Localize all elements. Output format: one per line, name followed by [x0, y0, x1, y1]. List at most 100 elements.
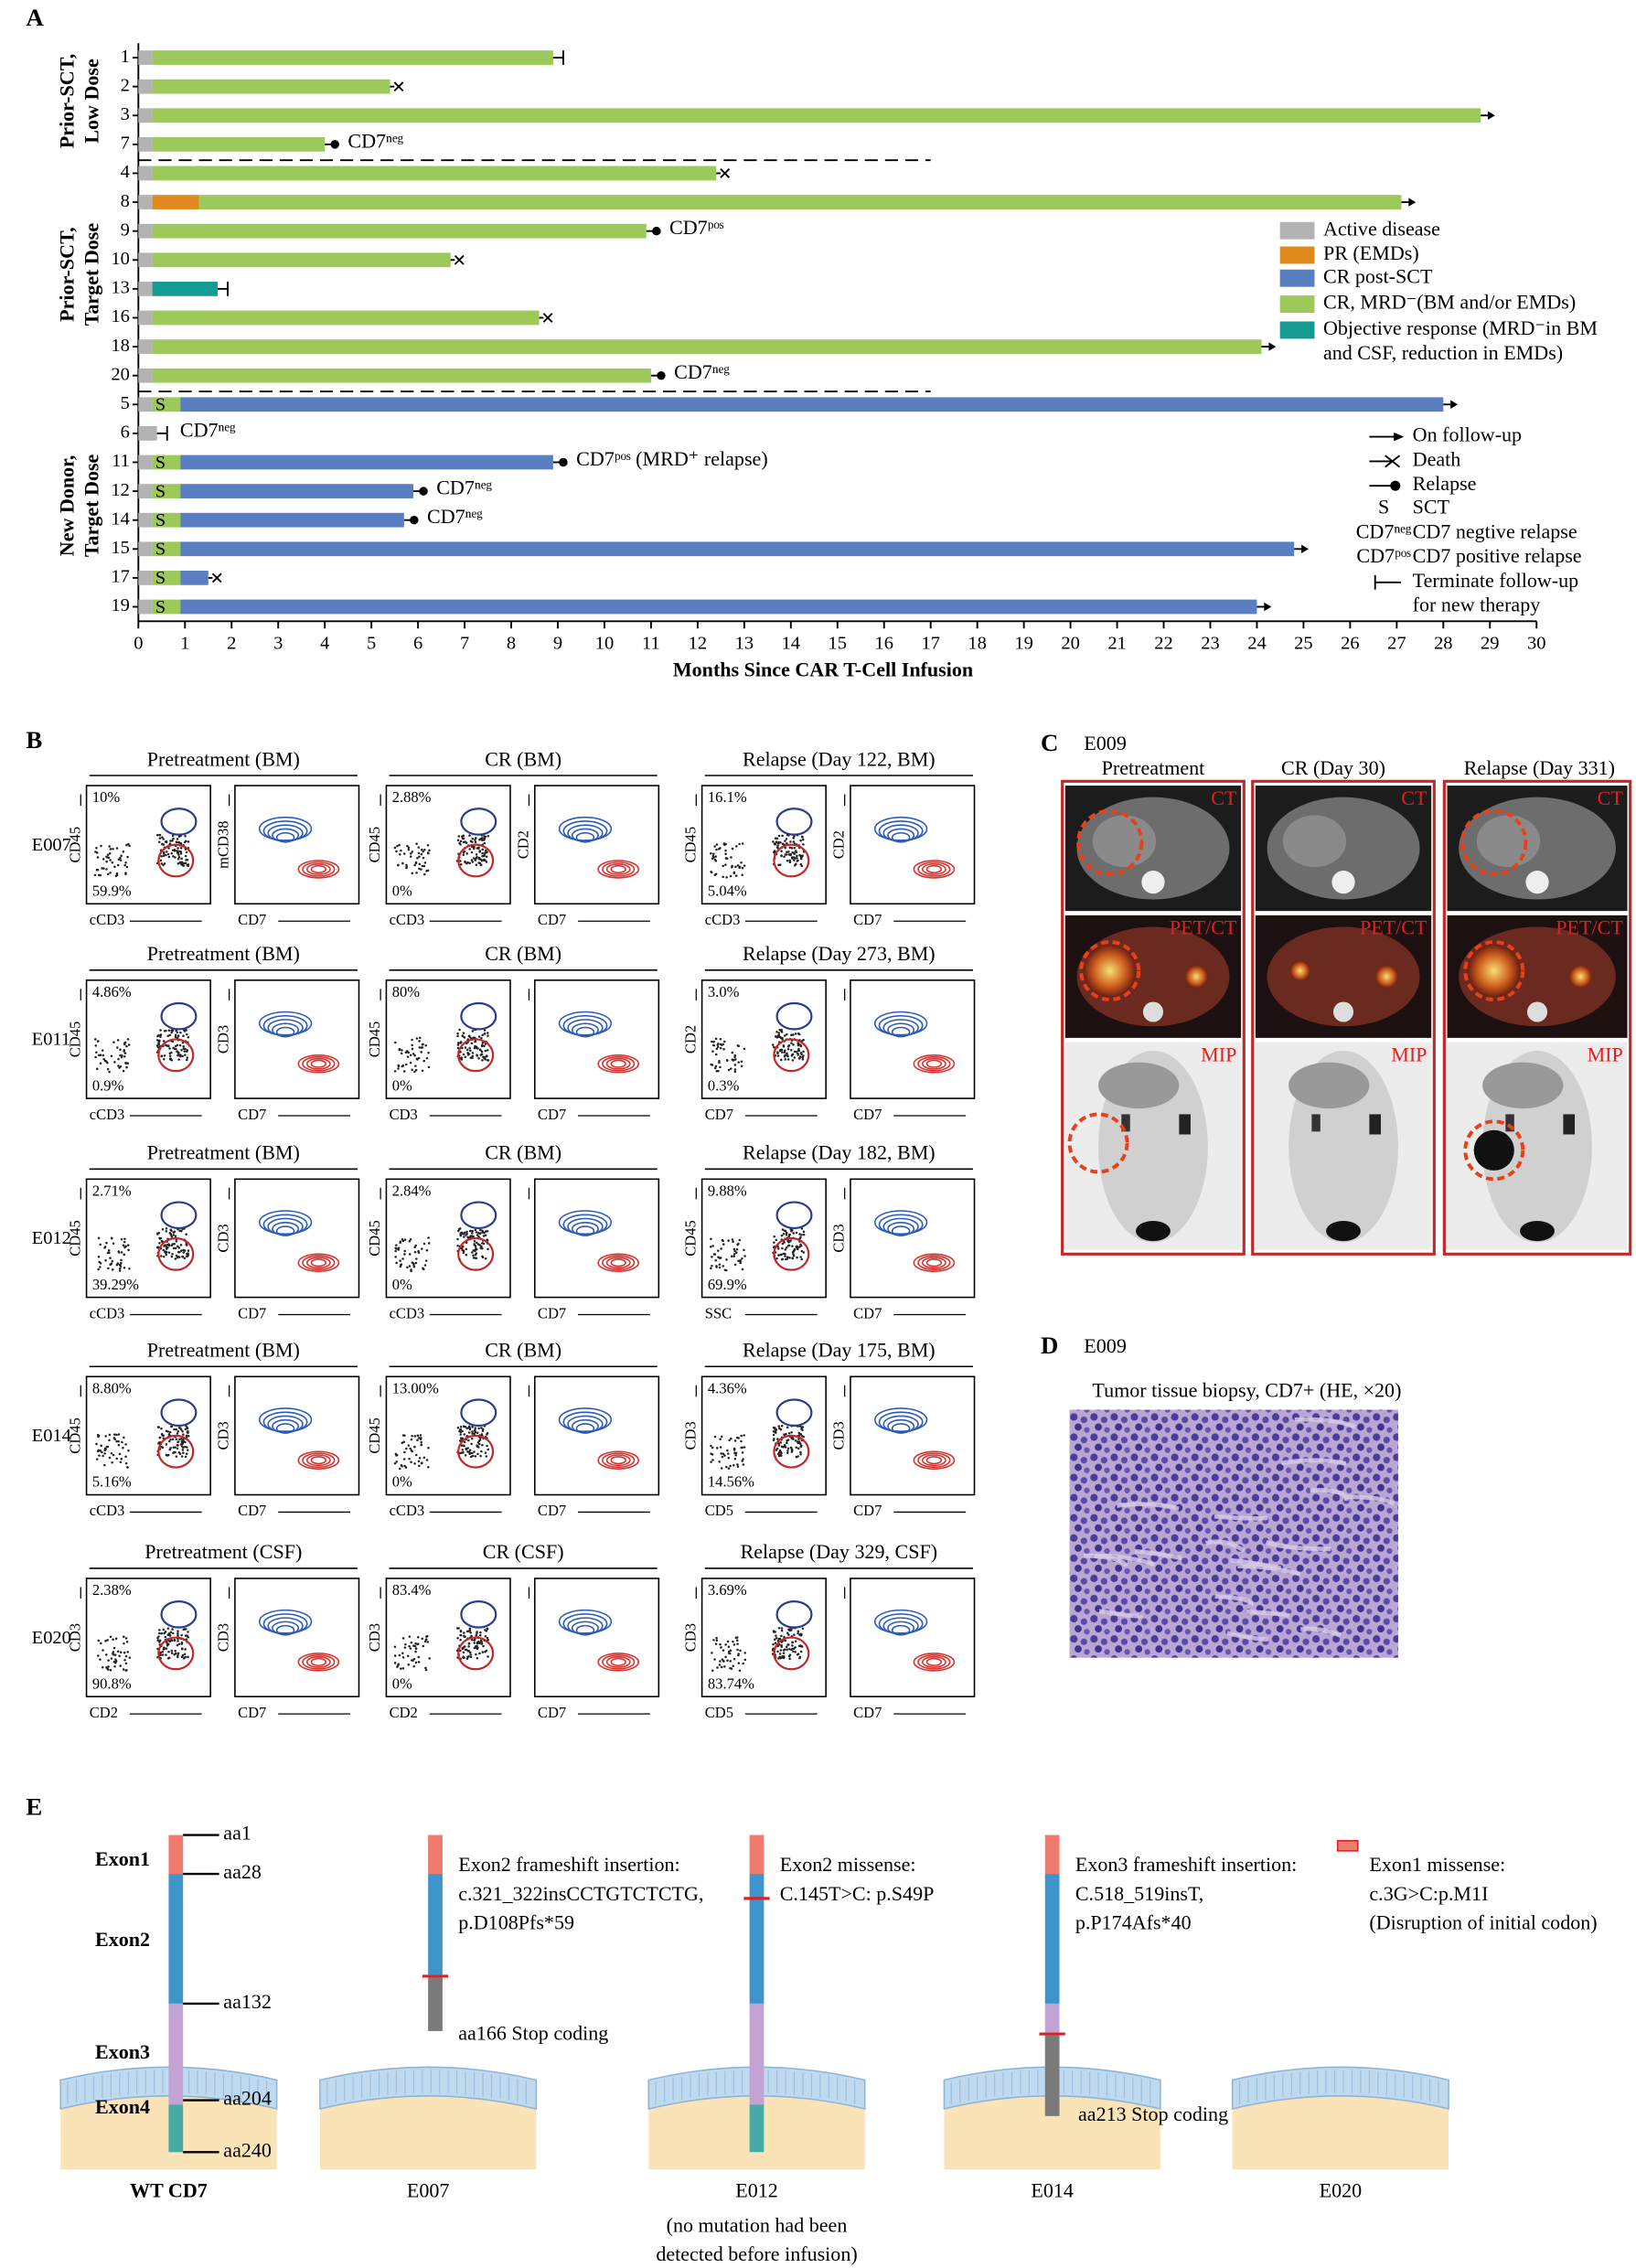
event-dot	[167, 1029, 171, 1032]
plot-frame	[85, 1178, 211, 1299]
event-dot	[399, 1240, 402, 1244]
event-dot	[415, 1057, 419, 1061]
event-dot	[776, 1452, 780, 1456]
event-dot	[110, 1451, 113, 1455]
event-dot	[428, 1657, 431, 1660]
protein-segment	[428, 1977, 443, 2031]
event-dot	[468, 1427, 472, 1430]
event-dot	[462, 1032, 465, 1034]
contour	[297, 1653, 340, 1672]
event-dot	[181, 1439, 185, 1443]
group-label: Prior-SCT,	[56, 54, 79, 148]
event-dot	[109, 1635, 112, 1639]
column-title: Relapse (Day 329, CSF)	[741, 1540, 938, 1563]
histology-stroma	[1344, 1494, 1395, 1506]
event-dot	[800, 1632, 803, 1636]
ct-organ	[1092, 815, 1157, 868]
event-dot	[456, 1034, 459, 1038]
event-dot	[165, 840, 168, 844]
histology-stroma	[1299, 1626, 1342, 1638]
event-dot	[104, 1258, 107, 1262]
protein-segment	[168, 1835, 184, 1875]
event-dot	[736, 864, 740, 867]
event-dot	[168, 1633, 172, 1637]
contour	[302, 1255, 336, 1271]
event-dot	[116, 1046, 119, 1049]
event-dot	[427, 1466, 430, 1469]
event-dot	[475, 1633, 477, 1637]
event-dot	[786, 1643, 789, 1646]
event-dot	[167, 855, 171, 859]
event-dot	[781, 1228, 785, 1231]
column-title: Relapse (Day 122, BM)	[743, 747, 936, 770]
event-dot	[181, 1449, 185, 1451]
event-dot	[186, 1252, 188, 1256]
event-dot	[797, 1042, 799, 1044]
event-dot	[160, 1054, 164, 1057]
event-dot	[168, 1054, 172, 1057]
event-dot	[790, 1446, 793, 1450]
event-dot	[719, 1446, 722, 1449]
event-dot	[732, 1240, 734, 1243]
event-dot	[160, 1427, 163, 1430]
event-dot	[165, 1029, 167, 1032]
event-dot	[183, 1249, 187, 1252]
contour	[302, 1452, 336, 1469]
event-dot	[174, 856, 176, 859]
event-dot	[112, 1646, 116, 1650]
event-dot	[406, 844, 409, 848]
event-dot	[797, 1431, 801, 1435]
contour	[297, 1054, 340, 1074]
event-dot	[178, 1427, 181, 1429]
x-tick-label: 2	[227, 633, 236, 653]
event-dot	[712, 1040, 715, 1043]
event-dot	[181, 1647, 184, 1651]
event-dot	[797, 1032, 800, 1035]
patient-label: 17	[111, 567, 129, 587]
event-dot	[176, 1652, 180, 1655]
event-dot	[715, 1639, 719, 1642]
gate	[773, 843, 810, 878]
construct-caption: (no mutation had been	[667, 2213, 848, 2236]
event-dot	[775, 1449, 778, 1451]
event-dot	[714, 1066, 717, 1070]
event-dot	[794, 1651, 797, 1653]
bar-segment	[152, 50, 553, 65]
event-dot	[773, 1638, 776, 1642]
event-dot	[402, 852, 406, 855]
event-dot	[719, 1438, 722, 1441]
event-dot	[778, 1049, 782, 1053]
event-dot	[743, 1248, 745, 1252]
event-dot	[176, 1444, 179, 1447]
contour	[302, 1654, 336, 1670]
event-dot	[428, 849, 431, 852]
event-dot	[122, 1447, 124, 1450]
event-dot	[185, 1244, 188, 1246]
event-dot	[415, 1037, 419, 1040]
event-dot	[780, 1051, 784, 1054]
event-dot	[464, 1425, 467, 1428]
event-dot	[732, 1255, 735, 1257]
event-dot	[784, 1446, 787, 1449]
event-dot	[123, 1436, 125, 1439]
event-dot	[786, 1239, 789, 1242]
event-dot	[123, 1635, 125, 1639]
event-dot	[710, 1267, 712, 1270]
event-dot	[799, 1644, 802, 1647]
event-dot	[795, 850, 798, 854]
event-dot	[185, 1233, 187, 1236]
patient-label: 14	[111, 508, 129, 529]
event-dot	[423, 872, 426, 876]
event-dot	[123, 1651, 126, 1654]
column-title: Pretreatment (CSF)	[144, 1540, 302, 1563]
event-dot	[170, 1235, 174, 1238]
plot-frame	[85, 979, 211, 1099]
event-dot	[117, 1057, 120, 1061]
event-dot	[427, 1052, 430, 1054]
sample-id: E007	[32, 835, 71, 855]
bar-segment	[152, 281, 218, 296]
event-dot	[403, 1070, 406, 1073]
event-dot	[787, 1654, 791, 1658]
event-dot	[109, 859, 112, 861]
event-dot	[411, 1659, 413, 1662]
